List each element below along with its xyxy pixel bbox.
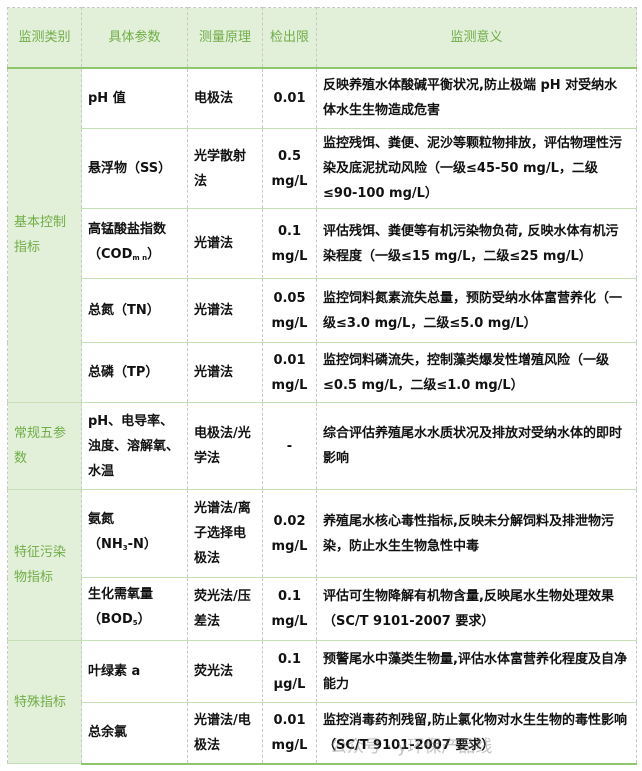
table-row: 总磷（TP） 光谱法 0.01 mg/L 监控饲料磷流失，控制藻类爆发性增殖风险（一级… bbox=[8, 342, 637, 403]
parameter-cell: 悬浮物（SS） bbox=[81, 128, 188, 209]
parameter-cell: 叶绿素 a bbox=[81, 640, 188, 703]
limit-cell: 0.05 mg/L bbox=[262, 278, 317, 343]
limit-cell: - bbox=[262, 402, 317, 490]
table-row: 特殊指标 叶绿素 a 荧光法 0.1 μg/L 预警尾水中藻类生物量,评估水体富营养化程… bbox=[7, 640, 637, 764]
parameter-name: 生化需氧量（BOD bbox=[88, 587, 154, 627]
table-row: 常规五参数 pH、电导率、浊度、溶解氧、水温 电极法/光学法 - 综合评估养殖尾水水质状… bbox=[7, 402, 637, 490]
meaning-cell: 监控残饵、粪便、泥沙等颗粒物排放，评估物理性污染及底泥扰动风险（一级≤45-50… bbox=[316, 128, 637, 209]
table-row: 基本控制指标 pH 值 电极法 0.01 反映养殖水体酸碱平衡状况,防止极端 pH 对受… bbox=[7, 67, 637, 403]
meaning-cell: 监控饲料氮素流失总量，预防受纳水体富营养化（一级≤3.0 mg/L，二级≤5.0… bbox=[316, 278, 637, 343]
limit-cell: 0.1 mg/L bbox=[262, 577, 317, 641]
meaning-cell: 监控消毒药剂残留,防止氯化物对水生生物的毒性影响（SC/T 9101-2007 … bbox=[316, 702, 637, 765]
limit-cell: 0.01 bbox=[262, 67, 317, 129]
parameter-subscript: 3 bbox=[122, 543, 128, 552]
meaning-cell: 评估残饵、粪便等有机污染物负荷, 反映水体有机污染程度（一级≤15 mg/L，二… bbox=[316, 208, 637, 279]
parameter-cell: pH 值 bbox=[81, 67, 188, 129]
limit-cell: 0.1 μg/L bbox=[262, 640, 317, 703]
parameter-cell: 生化需氧量（BOD5） bbox=[81, 577, 188, 641]
method-cell: 光谱法/电极法 bbox=[187, 702, 263, 765]
header-meaning: 监测意义 bbox=[316, 7, 637, 69]
parameter-name: 悬浮物（SS） bbox=[88, 161, 172, 176]
method-cell: 光谱法 bbox=[187, 342, 263, 403]
parameter-name: 总氮（TN） bbox=[88, 303, 160, 318]
category-cell: 常规五参数 bbox=[7, 402, 82, 490]
header-row: 监测类别 具体参数 测量原理 检出限 监测意义 bbox=[7, 7, 637, 69]
parameter-cell: 总磷（TP） bbox=[81, 342, 188, 403]
parameter-suffix: ） bbox=[147, 246, 161, 262]
table-row: 总余氯 光谱法/电极法 0.01 mg/L 监控消毒药剂残留,防止氯化物对水生生物的毒… bbox=[8, 702, 637, 765]
parameter-name: 总余氯 bbox=[88, 725, 128, 741]
limit-cell: 0.1 mg/L bbox=[262, 208, 317, 279]
meaning-cell: 综合评估养殖尾水水质状况及排放对受纳水体的即时影响 bbox=[316, 402, 637, 490]
category-cell: 特征污染物指标 bbox=[7, 489, 82, 641]
parameter-name: 叶绿素 a bbox=[88, 664, 141, 679]
method-cell: 电极法 bbox=[187, 67, 263, 129]
parameter-name: 总磷（TP） bbox=[88, 365, 159, 380]
parameter-cell: 高锰酸盐指数（CODm n） bbox=[81, 208, 188, 279]
parameter-cell: 总余氯 bbox=[81, 702, 188, 765]
category-cell: 基本控制指标 bbox=[7, 67, 82, 403]
parameter-cell: 氨氮（NH3-N） bbox=[81, 489, 188, 578]
meaning-cell: 反映养殖水体酸碱平衡状况,防止极端 pH 对受纳水体水生生物造成危害 bbox=[316, 67, 637, 129]
parameter-suffix: -N） bbox=[127, 536, 157, 552]
meaning-cell: 监控饲料磷流失，控制藻类爆发性增殖风险（一级≤0.5 mg/L，二级≤1.0 m… bbox=[316, 342, 637, 403]
limit-cell: 0.5 mg/L bbox=[262, 128, 317, 209]
parameter-name: pH 值 bbox=[88, 90, 126, 106]
limit-cell: 0.01 mg/L bbox=[262, 342, 317, 403]
limit-cell: 0.02 mg/L bbox=[262, 489, 317, 578]
parameter-suffix: ） bbox=[137, 612, 151, 627]
parameter-cell: 总氮（TN） bbox=[81, 278, 188, 343]
method-cell: 光谱法/离子选择电极法 bbox=[187, 489, 263, 578]
parameter-subscript: 5 bbox=[132, 619, 138, 627]
meaning-cell: 预警尾水中藻类生物量,评估水体富营养化程度及自净能力 bbox=[316, 640, 637, 703]
header-category: 监测类别 bbox=[7, 7, 82, 69]
method-cell: 光谱法 bbox=[187, 278, 263, 343]
header-limit: 检出限 bbox=[262, 7, 317, 69]
method-cell: 荧光法 bbox=[187, 640, 263, 703]
meaning-cell: 养殖尾水核心毒性指标,反映未分解饲料及排泄物污染，防止水生生物急性中毒 bbox=[316, 489, 637, 578]
table-row: 悬浮物（SS） 光学散射法 0.5 mg/L 监控残饵、粪便、泥沙等颗粒物排放，评估物… bbox=[8, 128, 637, 209]
parameter-name: pH、电导率、浊度、溶解氧、水温 bbox=[88, 413, 180, 479]
limit-cell: 0.01 mg/L bbox=[262, 702, 317, 765]
method-cell: 光学散射法 bbox=[187, 128, 263, 209]
meaning-cell: 评估可生物降解有机物含量,反映尾水生物处理效果（SC/T 9101-2007 要… bbox=[316, 577, 637, 641]
parameter-name: 高锰酸盐指数（COD bbox=[88, 221, 167, 262]
table-row: 生化需氧量（BOD5） 荧光法/压差法 0.1 mg/L 评估可生物降解有机物含量,反… bbox=[8, 577, 637, 641]
parameter-cell: pH、电导率、浊度、溶解氧、水温 bbox=[81, 402, 188, 490]
category-cell: 特殊指标 bbox=[7, 640, 82, 764]
table-row: 特征污染物指标 氨氮（NH3-N） 光谱法/离子选择电极法 0.02 mg/L 养殖尾水… bbox=[7, 489, 637, 641]
header-parameter: 具体参数 bbox=[81, 7, 188, 69]
parameter-subscript: m n bbox=[132, 253, 148, 262]
parameter-name: 氨氮（NH bbox=[88, 511, 123, 552]
monitoring-table: 监测类别 具体参数 测量原理 检出限 监测意义 基本控制指标 pH 值电极法 0.0… bbox=[7, 7, 637, 765]
method-cell: 荧光法/压差法 bbox=[187, 577, 263, 641]
method-cell: 电极法/光学法 bbox=[187, 402, 263, 490]
table-row: 高锰酸盐指数（CODm n） 光谱法 0.1 mg/L 评估残饵、粪便等有机污染物负荷… bbox=[8, 208, 637, 279]
table-row: 总氮（TN） 光谱法 0.05 mg/L 监控饲料氮素流失总量，预防受纳水体富营养化（… bbox=[8, 278, 637, 343]
header-method: 测量原理 bbox=[187, 7, 263, 69]
method-cell: 光谱法 bbox=[187, 208, 263, 279]
